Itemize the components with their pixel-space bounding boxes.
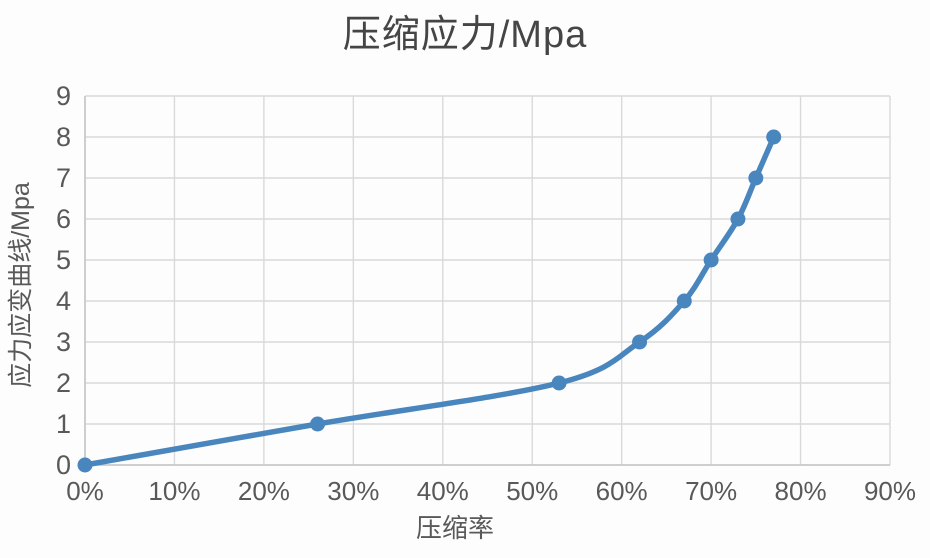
x-tick-label: 30% xyxy=(327,476,379,506)
data-point-marker xyxy=(730,211,746,227)
x-tick-label: 40% xyxy=(417,476,469,506)
y-tick-label: 8 xyxy=(56,122,71,152)
data-point-marker xyxy=(766,129,782,145)
x-tick-label: 10% xyxy=(148,476,200,506)
y-tick-label: 2 xyxy=(56,368,71,398)
data-point-marker xyxy=(748,170,764,186)
y-tick-label: 9 xyxy=(56,81,71,111)
x-tick-label: 20% xyxy=(238,476,290,506)
y-axis-title: 应力应变曲线/Mpa xyxy=(7,182,35,388)
x-axis-title: 压缩率 xyxy=(415,513,494,543)
y-tick-label: 6 xyxy=(56,204,71,234)
x-tick-label: 80% xyxy=(775,476,827,506)
x-tick-label: 70% xyxy=(685,476,737,506)
y-tick-label: 3 xyxy=(56,327,71,357)
y-tick-label: 1 xyxy=(56,409,71,439)
x-tick-label: 90% xyxy=(864,476,916,506)
x-tick-label: 60% xyxy=(596,476,648,506)
data-point-marker xyxy=(551,375,567,391)
data-point-marker xyxy=(703,252,719,268)
y-tick-label: 5 xyxy=(56,245,71,275)
y-tick-label: 0 xyxy=(56,450,71,480)
data-point-marker xyxy=(77,457,93,473)
x-tick-label: 50% xyxy=(506,476,558,506)
chart-title: 压缩应力/Mpa xyxy=(342,14,588,56)
data-point-marker xyxy=(632,334,648,350)
data-point-marker xyxy=(310,416,326,432)
y-tick-label: 7 xyxy=(56,163,71,193)
y-tick-label: 4 xyxy=(56,286,71,316)
data-point-marker xyxy=(676,293,692,309)
x-tick-label: 0% xyxy=(66,476,104,506)
